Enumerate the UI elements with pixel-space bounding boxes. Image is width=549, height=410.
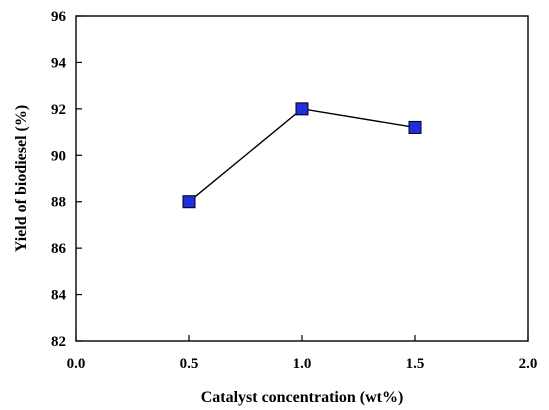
y-tick-label: 88 [51, 195, 66, 211]
y-axis-title: Yield of biodiesel (%) [13, 105, 30, 252]
series-line [188, 108, 416, 203]
data-point-marker [408, 120, 422, 134]
data-point-marker [182, 195, 196, 209]
y-tick-label: 96 [51, 9, 67, 25]
x-tick-label: 1.5 [406, 356, 425, 372]
y-axis-ticks: 82 84 86 88 90 92 94 96 [51, 9, 82, 350]
y-tick-label: 82 [51, 334, 66, 350]
y-tick-label: 84 [51, 288, 67, 304]
x-tick-label: 0.5 [180, 356, 199, 372]
y-tick-label: 90 [51, 148, 66, 164]
data-point-marker [295, 102, 309, 116]
y-tick-label: 86 [51, 241, 67, 257]
y-tick-label: 92 [51, 102, 66, 118]
x-axis-title: Catalyst concentration (wt%) [201, 389, 404, 406]
plot-frame [75, 15, 529, 342]
x-axis-ticks: 0.0 0.5 1.0 1.5 2.0 [67, 335, 538, 372]
series-markers [182, 102, 422, 209]
x-tick-label: 1.0 [293, 356, 312, 372]
y-tick-label: 94 [51, 55, 67, 71]
x-tick-label: 0.0 [67, 356, 86, 372]
x-tick-label: 2.0 [519, 356, 538, 372]
series-lines [188, 108, 416, 203]
